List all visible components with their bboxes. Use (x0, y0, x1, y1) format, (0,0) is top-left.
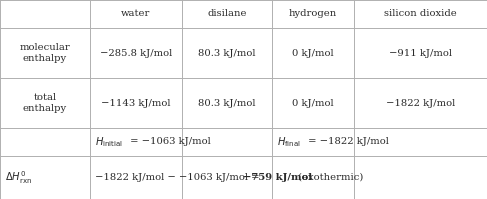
Text: $H_{\rm final}$: $H_{\rm final}$ (277, 135, 301, 149)
Text: 0 kJ/mol: 0 kJ/mol (292, 49, 334, 58)
Text: −759 kJ/mol: −759 kJ/mol (243, 173, 312, 182)
Text: disilane: disilane (207, 10, 247, 19)
Text: water: water (121, 10, 150, 19)
Text: $H_{\rm initial}$: $H_{\rm initial}$ (95, 135, 123, 149)
Text: total
enthalpy: total enthalpy (23, 93, 67, 113)
Text: molecular
enthalpy: molecular enthalpy (19, 43, 71, 63)
Text: 80.3 kJ/mol: 80.3 kJ/mol (198, 99, 256, 107)
Text: = −1063 kJ/mol: = −1063 kJ/mol (127, 138, 211, 146)
Text: −1822 kJ/mol: −1822 kJ/mol (386, 99, 455, 107)
Text: −285.8 kJ/mol: −285.8 kJ/mol (100, 49, 172, 58)
Text: −911 kJ/mol: −911 kJ/mol (389, 49, 452, 58)
Text: silicon dioxide: silicon dioxide (384, 10, 457, 19)
Text: 80.3 kJ/mol: 80.3 kJ/mol (198, 49, 256, 58)
Text: = −1822 kJ/mol: = −1822 kJ/mol (305, 138, 389, 146)
Text: 0 kJ/mol: 0 kJ/mol (292, 99, 334, 107)
Text: −1143 kJ/mol: −1143 kJ/mol (101, 99, 171, 107)
Text: −1822 kJ/mol − −1063 kJ/mol =: −1822 kJ/mol − −1063 kJ/mol = (95, 173, 262, 182)
Text: hydrogen: hydrogen (289, 10, 337, 19)
Text: (exothermic): (exothermic) (295, 173, 363, 182)
Text: $\Delta H^{0}_{\rm rxn}$: $\Delta H^{0}_{\rm rxn}$ (5, 169, 32, 186)
